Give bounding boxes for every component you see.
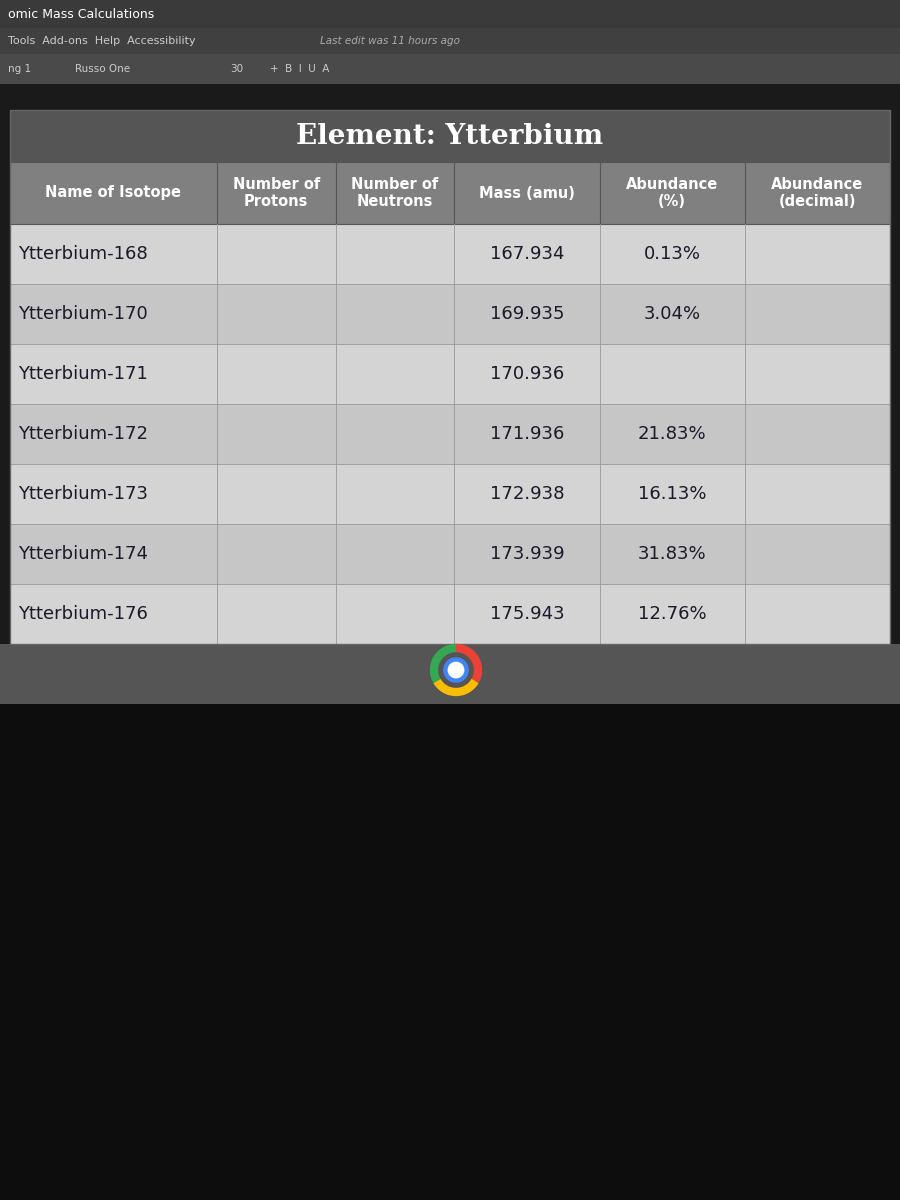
Text: Ytterbium-173: Ytterbium-173 — [18, 485, 148, 503]
Text: 16.13%: 16.13% — [638, 485, 707, 503]
Text: Ytterbium-170: Ytterbium-170 — [18, 305, 148, 323]
Text: ng 1: ng 1 — [8, 64, 32, 74]
Text: Ytterbium-174: Ytterbium-174 — [18, 545, 148, 563]
Bar — [0, 28, 900, 54]
Text: 30: 30 — [230, 64, 243, 74]
Text: 169.935: 169.935 — [490, 305, 564, 323]
Circle shape — [448, 662, 464, 678]
Bar — [10, 524, 890, 584]
Text: 0.13%: 0.13% — [644, 245, 701, 263]
Bar — [0, 644, 900, 704]
Text: Ytterbium-168: Ytterbium-168 — [18, 245, 148, 263]
Text: omic Mass Calculations: omic Mass Calculations — [8, 7, 154, 20]
Text: Russo One: Russo One — [75, 64, 130, 74]
Text: 171.936: 171.936 — [490, 425, 564, 443]
Text: Number of
Neutrons: Number of Neutrons — [351, 176, 438, 209]
Text: Abundance
(%): Abundance (%) — [626, 176, 718, 209]
Bar — [10, 162, 890, 224]
Text: 172.938: 172.938 — [490, 485, 564, 503]
Text: 170.936: 170.936 — [490, 365, 564, 383]
Text: Tools  Add-ons  Help  Accessibility: Tools Add-ons Help Accessibility — [8, 36, 195, 46]
Text: Name of Isotope: Name of Isotope — [45, 186, 182, 200]
Text: Ytterbium-172: Ytterbium-172 — [18, 425, 148, 443]
Text: Ytterbium-176: Ytterbium-176 — [18, 605, 148, 623]
Text: 12.76%: 12.76% — [638, 605, 707, 623]
Bar — [0, 0, 900, 28]
Text: 3.04%: 3.04% — [644, 305, 701, 323]
Text: Element: Ytterbium: Element: Ytterbium — [296, 122, 604, 150]
Bar — [0, 704, 900, 1200]
Text: Last edit was 11 hours ago: Last edit was 11 hours ago — [320, 36, 460, 46]
Text: Number of
Protons: Number of Protons — [232, 176, 320, 209]
Bar — [10, 464, 890, 524]
Text: Ytterbium-171: Ytterbium-171 — [18, 365, 148, 383]
Bar — [10, 284, 890, 344]
Bar — [10, 110, 890, 644]
Bar — [10, 224, 890, 284]
Text: Abundance
(decimal): Abundance (decimal) — [771, 176, 863, 209]
Bar — [0, 54, 900, 84]
Bar — [10, 344, 890, 404]
Text: 31.83%: 31.83% — [638, 545, 707, 563]
Text: 173.939: 173.939 — [490, 545, 564, 563]
Circle shape — [444, 658, 468, 682]
Text: 21.83%: 21.83% — [638, 425, 707, 443]
Text: 175.943: 175.943 — [490, 605, 564, 623]
Text: +  B  I  U  A: + B I U A — [270, 64, 329, 74]
Bar — [10, 404, 890, 464]
Text: Mass (amu): Mass (amu) — [479, 186, 575, 200]
Text: 167.934: 167.934 — [490, 245, 564, 263]
Bar — [10, 584, 890, 644]
Bar — [10, 110, 890, 162]
